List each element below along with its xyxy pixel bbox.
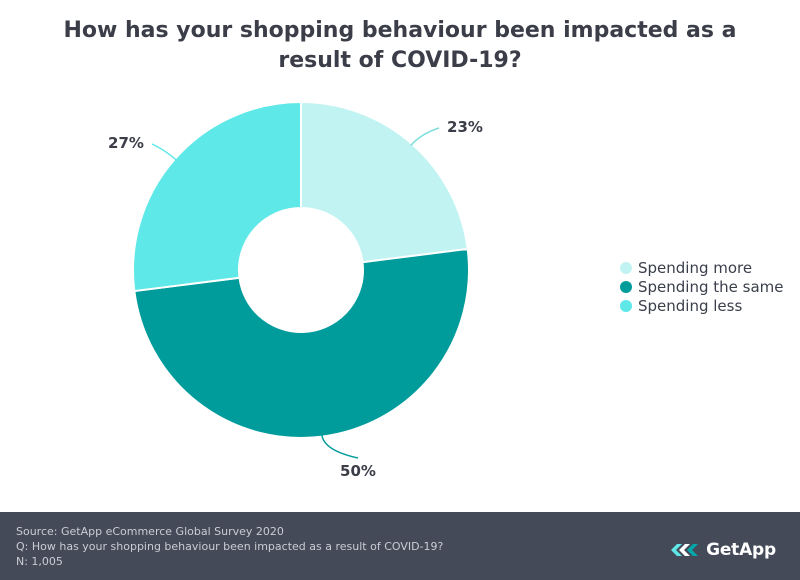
chart-title: How has your shopping behaviour been imp… bbox=[40, 16, 760, 76]
slice-spending-more bbox=[300, 100, 469, 264]
legend: Spending more Spending the same Spending… bbox=[620, 258, 784, 315]
footer-bar: Source: GetApp eCommerce Global Survey 2… bbox=[0, 512, 800, 580]
getapp-logo-text: GetApp bbox=[706, 540, 776, 560]
legend-item-spending-the-same: Spending the same bbox=[620, 277, 784, 296]
footer-notes: Source: GetApp eCommerce Global Survey 2… bbox=[16, 524, 443, 569]
footer-question: Q: How has your shopping behaviour been … bbox=[16, 540, 444, 553]
legend-label-spending-more: Spending more bbox=[638, 258, 753, 277]
leader-line-spending-more bbox=[410, 127, 440, 146]
donut-chart: 23% 50% 27% bbox=[108, 100, 483, 480]
footer-sample-size: N: 1,005 bbox=[16, 555, 63, 568]
leader-line-spending-the-same bbox=[321, 434, 359, 459]
slice-spending-the-same bbox=[133, 247, 470, 439]
legend-swatch-spending-the-same bbox=[620, 280, 632, 293]
legend-swatch-spending-less bbox=[620, 299, 632, 312]
legend-item-spending-more: Spending more bbox=[620, 258, 784, 277]
legend-label-spending-less: Spending less bbox=[638, 296, 743, 315]
slice-spending-less bbox=[132, 100, 302, 293]
legend-label-spending-the-same: Spending the same bbox=[638, 277, 784, 296]
getapp-logo: GetApp bbox=[670, 540, 776, 560]
footer-source: Source: GetApp eCommerce Global Survey 2… bbox=[16, 525, 284, 538]
data-label-spending-more: 23% bbox=[447, 118, 483, 136]
legend-swatch-spending-more bbox=[620, 261, 632, 274]
chart-title-line-2: result of COVID-19? bbox=[278, 48, 522, 73]
chart-title-line-1: How has your shopping behaviour been imp… bbox=[63, 18, 737, 43]
getapp-chevrons-icon bbox=[671, 544, 699, 556]
data-label-spending-less: 27% bbox=[108, 134, 144, 152]
legend-item-spending-less: Spending less bbox=[620, 296, 784, 315]
data-label-spending-the-same: 50% bbox=[340, 462, 376, 480]
leader-line-spending-less bbox=[151, 143, 177, 161]
